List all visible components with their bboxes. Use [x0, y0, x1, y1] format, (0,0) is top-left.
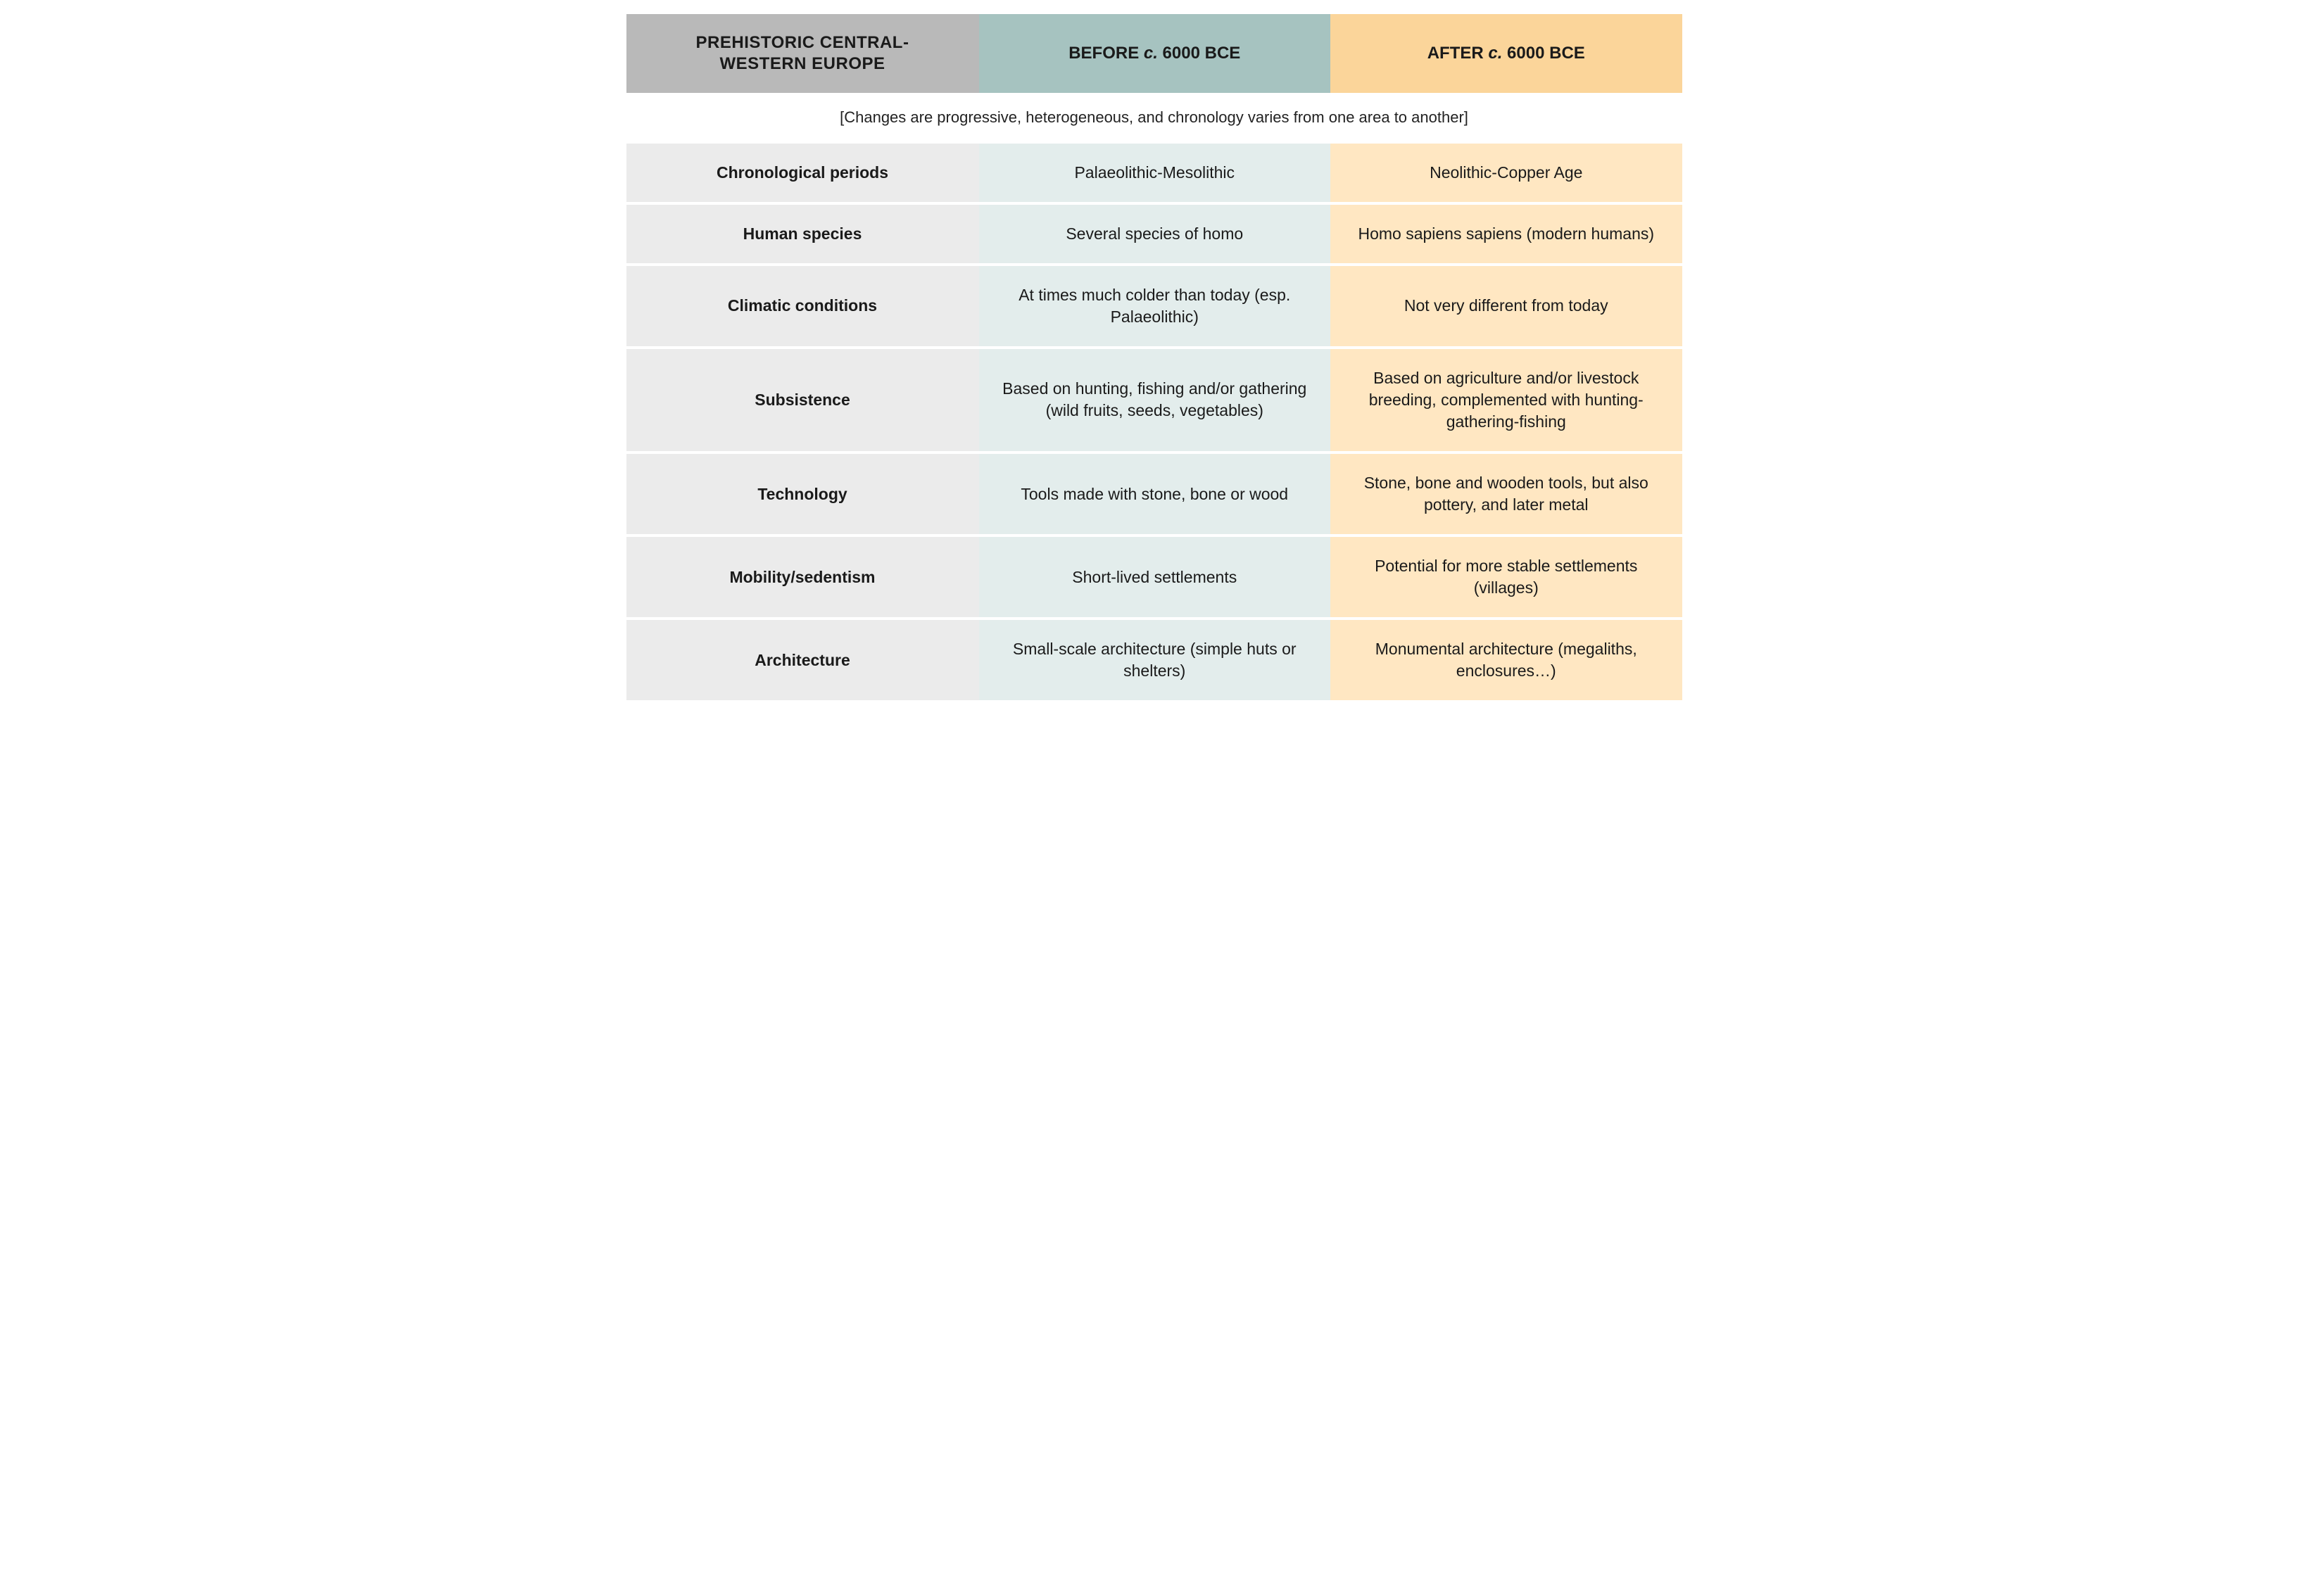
table-row: Subsistence Based on hunting, fishing an…: [626, 346, 1682, 451]
header-title-line1: PREHISTORIC CENTRAL-: [696, 33, 909, 52]
header-before: BEFORE c. 6000 BCE: [979, 14, 1331, 93]
header-after-ital: c.: [1488, 44, 1502, 63]
table-row: Climatic conditions At times much colder…: [626, 263, 1682, 346]
row-before: Several species of homo: [979, 202, 1331, 263]
header-row: PREHISTORIC CENTRAL- WESTERN EUROPE BEFO…: [626, 14, 1682, 93]
comparison-table: PREHISTORIC CENTRAL- WESTERN EUROPE BEFO…: [626, 14, 1682, 700]
row-label: Climatic conditions: [626, 263, 979, 346]
row-after: Homo sapiens sapiens (modern humans): [1330, 202, 1682, 263]
row-label: Mobility/sedentism: [626, 534, 979, 617]
row-after: Not very different from today: [1330, 263, 1682, 346]
row-after: Neolithic-Copper Age: [1330, 141, 1682, 202]
row-label: Subsistence: [626, 346, 979, 451]
header-title: PREHISTORIC CENTRAL- WESTERN EUROPE: [626, 14, 979, 93]
row-before: At times much colder than today (esp. Pa…: [979, 263, 1331, 346]
note-text: [Changes are progressive, heterogeneous,…: [626, 93, 1682, 141]
row-before: Small-scale architecture (simple huts or…: [979, 617, 1331, 700]
header-before-ital: c.: [1144, 44, 1158, 63]
table-row: Human species Several species of homo Ho…: [626, 202, 1682, 263]
table-row: Architecture Small-scale architecture (s…: [626, 617, 1682, 700]
table-body: [Changes are progressive, heterogeneous,…: [626, 93, 1682, 700]
row-label: Architecture: [626, 617, 979, 700]
row-before: Short-lived settlements: [979, 534, 1331, 617]
note-row: [Changes are progressive, heterogeneous,…: [626, 93, 1682, 141]
row-after: Based on agriculture and/or livestock br…: [1330, 346, 1682, 451]
row-label: Human species: [626, 202, 979, 263]
table-container: PREHISTORIC CENTRAL- WESTERN EUROPE BEFO…: [612, 0, 1696, 714]
row-before: Tools made with stone, bone or wood: [979, 451, 1331, 534]
header-before-pre: BEFORE: [1068, 44, 1144, 63]
row-label: Chronological periods: [626, 141, 979, 202]
header-after-post: 6000 BCE: [1502, 44, 1584, 63]
table-row: Technology Tools made with stone, bone o…: [626, 451, 1682, 534]
header-before-post: 6000 BCE: [1158, 44, 1240, 63]
row-after: Stone, bone and wooden tools, but also p…: [1330, 451, 1682, 534]
row-label: Technology: [626, 451, 979, 534]
row-before: Palaeolithic-Mesolithic: [979, 141, 1331, 202]
table-row: Chronological periods Palaeolithic-Mesol…: [626, 141, 1682, 202]
table-row: Mobility/sedentism Short-lived settlemen…: [626, 534, 1682, 617]
row-after: Monumental architecture (megaliths, encl…: [1330, 617, 1682, 700]
row-after: Potential for more stable settlements (v…: [1330, 534, 1682, 617]
header-after: AFTER c. 6000 BCE: [1330, 14, 1682, 93]
row-before: Based on hunting, fishing and/or gatheri…: [979, 346, 1331, 451]
header-title-line2: WESTERN EUROPE: [719, 54, 885, 73]
header-after-pre: AFTER: [1427, 44, 1489, 63]
